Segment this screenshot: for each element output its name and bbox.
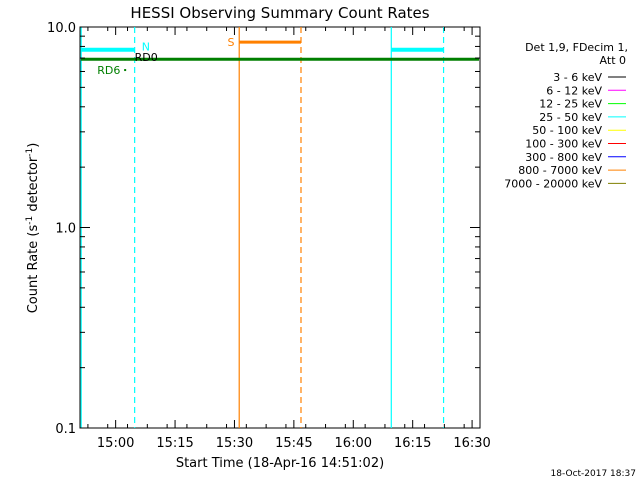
legend-label-1: 6 - 12 keV	[546, 84, 602, 97]
y-label-exp1: -1	[25, 216, 35, 225]
annotation-n: N	[142, 40, 150, 53]
y-axis-label: Count Rate (s-1 detector-1)	[25, 143, 41, 314]
plot-frame	[79, 26, 481, 429]
y-label-mid: detector	[26, 156, 41, 216]
y-tick-label-2: 0.1	[55, 422, 76, 437]
y-label-post: )	[26, 143, 41, 148]
legend-label-3: 25 - 50 keV	[539, 111, 602, 124]
legend-label-2: 12 - 25 keV	[539, 98, 602, 111]
legend-header-line1: Det 1,9, FDecim 1,	[525, 41, 628, 54]
legend-label-6: 300 - 800 keV	[525, 151, 602, 164]
legend-label-5: 100 - 300 keV	[525, 138, 602, 151]
legend-label-0: 3 - 6 keV	[553, 71, 602, 84]
x-tick-label-4: 16:00	[335, 436, 372, 451]
x-axis-label: Start Time (18-Apr-16 14:51:02)	[176, 456, 384, 471]
x-tick-label-3: 15:45	[275, 436, 312, 451]
legend-label-8: 7000 - 20000 keV	[504, 177, 602, 190]
y-tick-label-0: 10.0	[47, 21, 76, 36]
x-tick-label-1: 15:15	[156, 436, 193, 451]
legend-label-4: 50 - 100 keV	[532, 124, 602, 137]
annotation-rd6: RD6	[97, 64, 120, 77]
legend-label-7: 800 - 7000 keV	[518, 164, 602, 177]
x-tick-label-0: 15:00	[97, 436, 134, 451]
data-segments	[81, 40, 479, 61]
x-tick-label-5: 16:15	[394, 436, 431, 451]
rd6-marker	[124, 69, 127, 72]
y-label-pre: Count Rate (s	[26, 225, 41, 314]
timestamp: 18-Oct-2017 18:37	[551, 469, 636, 479]
legend-header-line2: Att 0	[600, 54, 626, 67]
axis-ticks: 15:00 15:15 15:30 15:45 16:00 16:15 16:30 10.0 1…	[47, 21, 491, 451]
chart-title: HESSI Observing Summary Count Rates	[130, 4, 429, 22]
vertical-markers	[80, 27, 445, 428]
y-tick-label-1: 1.0	[55, 222, 76, 237]
y-label-exp2: -1	[25, 148, 35, 157]
x-tick-label-2: 15:30	[216, 436, 253, 451]
x-tick-label-6: 16:30	[453, 436, 490, 451]
annotation-rd0: RD0	[135, 51, 158, 64]
annotation-s: S	[227, 36, 234, 49]
